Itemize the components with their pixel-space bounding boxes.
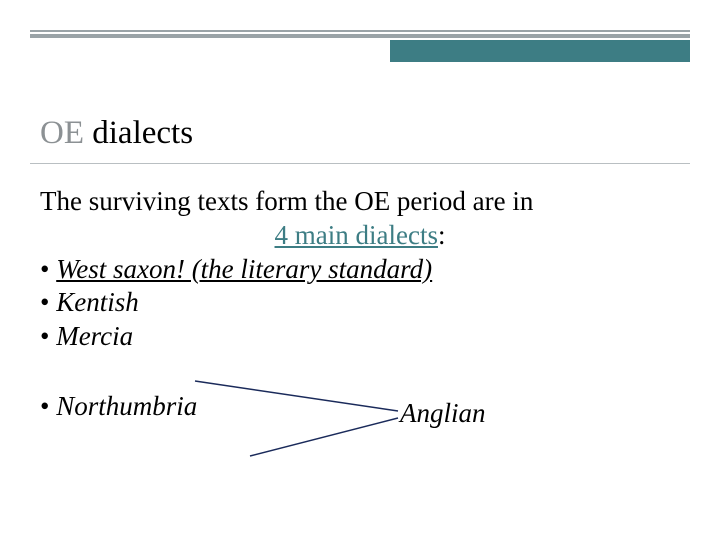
- bullet-text: West saxon! (the literary standard): [56, 254, 432, 284]
- rule-thin: [30, 30, 690, 32]
- bullet-item: • West saxon! (the literary standard): [40, 253, 680, 287]
- dialects-heading-line: 4 main dialects:: [40, 219, 680, 253]
- bullet-item: • Northumbria: [40, 390, 680, 424]
- intro-text: The surviving texts form the OE period a…: [40, 185, 680, 219]
- bullet-text: Mercia: [56, 321, 133, 351]
- dialects-heading-suffix: :: [438, 220, 446, 250]
- connector-line: [250, 418, 398, 456]
- accent-bar: [390, 40, 690, 62]
- bullet-item: • Kentish: [40, 286, 680, 320]
- title-rest: dialects: [84, 115, 193, 151]
- top-rule: [30, 30, 690, 38]
- dialects-heading: 4 main dialects: [275, 220, 438, 250]
- title-underline: [30, 163, 690, 164]
- title-prefix: OE: [40, 115, 84, 151]
- content-block: The surviving texts form the OE period a…: [40, 185, 680, 424]
- slide: OE dialects The surviving texts form the…: [0, 0, 720, 540]
- group-label-anglian: Anglian: [400, 398, 486, 429]
- bullet-text: Northumbria: [56, 391, 197, 421]
- rule-thick: [30, 34, 690, 38]
- bullet-item: • Mercia: [40, 320, 680, 354]
- slide-title: OE dialects: [40, 115, 193, 152]
- bullet-text: Kentish: [56, 287, 139, 317]
